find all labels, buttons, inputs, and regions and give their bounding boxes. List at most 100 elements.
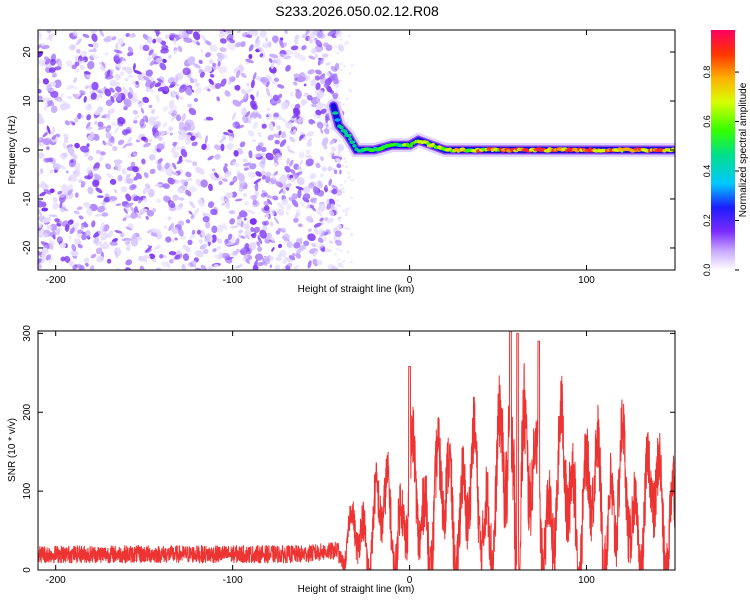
noise-blob xyxy=(265,194,273,199)
noise-blob xyxy=(139,118,145,127)
noise-blob xyxy=(42,132,48,138)
noise-blob xyxy=(163,105,168,112)
noise-blob xyxy=(220,78,227,87)
noise-blob xyxy=(53,79,62,89)
noise-blob xyxy=(200,264,207,270)
noise-blob xyxy=(286,204,292,211)
noise-blob xyxy=(66,95,73,100)
noise-blob xyxy=(127,51,134,57)
noise-blob xyxy=(305,216,314,223)
noise-blob xyxy=(42,232,49,239)
noise-blob xyxy=(155,160,159,164)
noise-blob xyxy=(114,230,123,234)
noise-blob xyxy=(101,212,109,217)
noise-blob xyxy=(222,33,226,36)
noise-blob xyxy=(242,158,248,163)
noise-blob xyxy=(265,152,274,161)
noise-blob xyxy=(44,137,52,146)
noise-blob xyxy=(184,159,193,163)
noise-blob xyxy=(122,143,128,149)
noise-blob xyxy=(224,90,231,97)
noise-blob xyxy=(105,163,112,170)
noise-blob xyxy=(279,249,287,258)
noise-blob xyxy=(152,208,156,212)
noise-blob xyxy=(155,57,163,63)
noise-blob xyxy=(293,217,299,223)
noise-blob xyxy=(94,213,102,217)
noise-blob xyxy=(45,254,52,261)
noise-blob xyxy=(210,208,218,216)
noise-blob xyxy=(112,92,120,99)
noise-blob xyxy=(79,90,86,96)
noise-blob xyxy=(155,229,162,237)
noise-blob xyxy=(159,254,164,259)
noise-blob xyxy=(261,123,267,129)
noise-blob xyxy=(218,180,223,185)
noise-blob xyxy=(165,236,172,243)
noise-blob xyxy=(317,180,323,189)
noise-blob xyxy=(315,39,323,48)
noise-blob xyxy=(301,33,307,39)
noise-blob xyxy=(192,260,197,266)
noise-blob xyxy=(322,122,327,126)
noise-blob xyxy=(337,97,341,100)
noise-blob xyxy=(91,220,96,228)
noise-blob xyxy=(308,55,316,60)
noise-blob xyxy=(183,37,193,43)
noise-blob xyxy=(263,200,270,206)
noise-blob xyxy=(168,250,177,256)
noise-blob xyxy=(68,235,72,240)
noise-blob xyxy=(195,178,202,188)
noise-blob xyxy=(243,167,249,171)
noise-blob xyxy=(323,83,328,89)
noise-blob xyxy=(87,61,95,70)
noise-blob xyxy=(154,244,161,250)
noise-blob xyxy=(184,122,192,131)
noise-blobs xyxy=(38,30,354,270)
y-tick-label: -10 xyxy=(22,191,33,206)
noise-blob xyxy=(337,258,341,261)
noise-blob xyxy=(310,205,316,212)
noise-blob xyxy=(182,244,190,252)
noise-blob xyxy=(195,267,202,270)
noise-blob xyxy=(328,240,334,244)
noise-blob xyxy=(315,89,324,97)
noise-blob xyxy=(244,88,253,94)
noise-blob xyxy=(130,211,138,219)
noise-blob xyxy=(79,64,85,70)
colorbar: 0.0 0.2 0.4 0.6 0.8 Normalized spectral ampl… xyxy=(702,30,749,276)
noise-blob xyxy=(190,232,197,239)
noise-blob xyxy=(312,250,318,257)
noise-blob xyxy=(307,260,312,269)
noise-blob xyxy=(192,63,201,69)
noise-blob xyxy=(154,183,163,187)
noise-blob xyxy=(117,174,123,182)
noise-blob xyxy=(178,30,184,38)
noise-blob xyxy=(267,41,272,48)
noise-blob xyxy=(272,195,279,201)
noise-blob xyxy=(104,52,109,56)
noise-blob xyxy=(257,234,261,240)
noise-blob xyxy=(120,57,127,62)
noise-blob xyxy=(149,80,156,89)
noise-blob xyxy=(231,112,237,121)
noise-blob xyxy=(169,132,173,136)
noise-blob xyxy=(338,225,342,228)
noise-blob xyxy=(299,237,303,242)
noise-blob xyxy=(127,74,134,79)
noise-blob xyxy=(282,190,286,194)
noise-blob xyxy=(110,95,115,103)
noise-blob xyxy=(278,188,284,194)
noise-blob xyxy=(56,222,62,227)
noise-blob xyxy=(140,107,145,114)
noise-blob xyxy=(71,122,76,126)
noise-blob xyxy=(209,73,215,78)
noise-blob xyxy=(256,241,261,247)
noise-blob xyxy=(82,33,90,39)
noise-blob xyxy=(236,69,241,78)
noise-blob xyxy=(49,169,54,174)
noise-blob xyxy=(105,114,111,121)
noise-blob xyxy=(247,171,256,179)
noise-blob xyxy=(115,74,121,79)
noise-blob xyxy=(211,225,218,234)
